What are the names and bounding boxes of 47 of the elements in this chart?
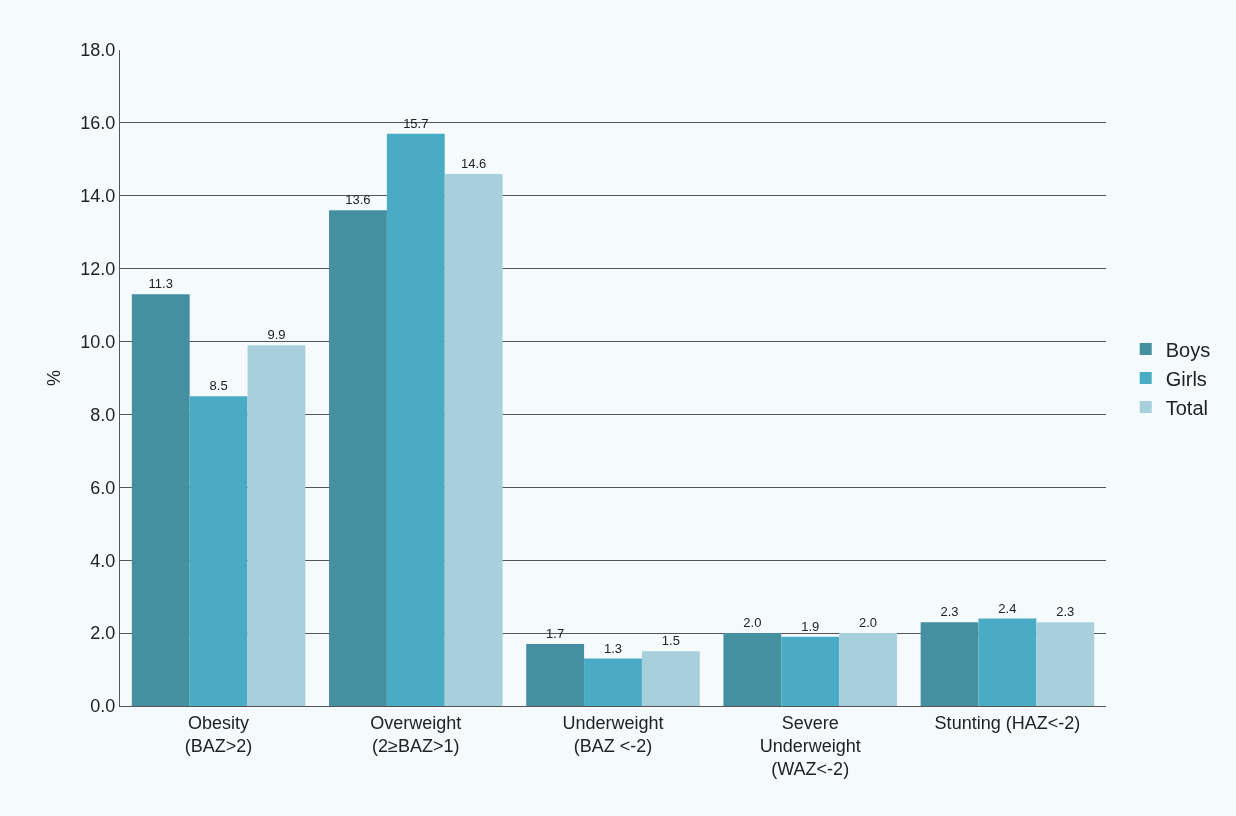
data-label: 13.6: [345, 192, 371, 208]
legend-label: Total: [1165, 396, 1208, 419]
y-tick-label: 10.0: [80, 331, 116, 352]
data-label: 8.5: [209, 378, 228, 394]
data-label: 1.5: [661, 633, 680, 649]
y-tick-label: 18.0: [80, 40, 116, 61]
bar: [584, 658, 642, 706]
bar: [641, 651, 700, 706]
bar: [386, 133, 445, 706]
y-tick-label: 2.0: [90, 623, 116, 644]
bar: [839, 633, 897, 706]
bar: [723, 633, 782, 706]
bar: [189, 396, 248, 706]
x-tick-label: Underweight (BAZ <-2): [562, 712, 664, 756]
data-label: 2.0: [859, 615, 878, 631]
legend-label: Girls: [1165, 367, 1207, 390]
data-label: 2.3: [1056, 604, 1075, 620]
y-axis-title: %: [43, 369, 64, 387]
y-tick-label: 0.0: [90, 696, 116, 717]
bar: [247, 345, 306, 706]
bar: [526, 644, 585, 706]
y-tick-label: 14.0: [80, 186, 116, 207]
x-tick-label: Overweight (2≥BAZ>1): [370, 712, 462, 756]
y-tick-label: 4.0: [90, 550, 116, 571]
data-label: 14.6: [460, 155, 487, 171]
bar: [1036, 622, 1095, 706]
bar: [329, 210, 387, 706]
data-label: 2.4: [998, 600, 1017, 616]
y-tick-label: 8.0: [90, 404, 116, 425]
bar: [781, 636, 840, 706]
data-label: 2.3: [940, 604, 959, 620]
data-label: 9.9: [267, 327, 286, 343]
y-tick-label: 12.0: [80, 258, 116, 279]
data-label: 1.9: [801, 618, 820, 634]
legend-label: Boys: [1165, 338, 1211, 361]
data-label: 11.3: [148, 276, 173, 292]
bar: [978, 618, 1037, 706]
y-tick-label: 6.0: [90, 477, 116, 498]
data-label: 1.3: [603, 640, 623, 656]
x-tick-label: Stunting (HAZ<-2): [934, 712, 1081, 733]
x-tick-label: Severe Underweight (WAZ<-2): [759, 712, 861, 780]
x-tick-label: Obesity (BAZ>2): [184, 712, 253, 756]
y-tick-label: 16.0: [80, 113, 116, 134]
bar: [920, 622, 979, 706]
bar: [131, 294, 190, 706]
data-label: 2.0: [743, 615, 762, 631]
bar: [444, 173, 503, 706]
